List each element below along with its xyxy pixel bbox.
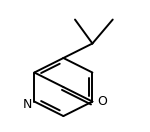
Text: O: O: [98, 95, 108, 108]
Text: N: N: [23, 98, 33, 111]
